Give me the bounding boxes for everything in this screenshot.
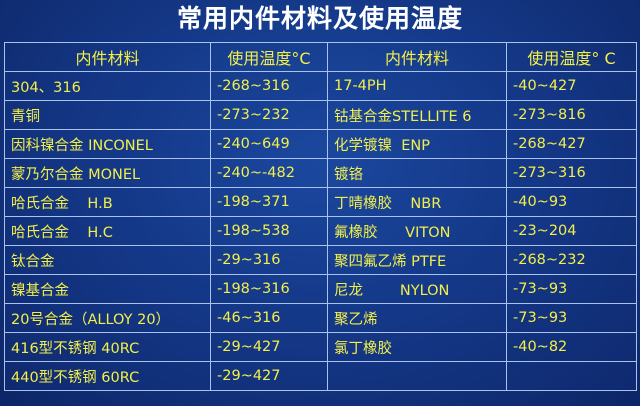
- cell-material-left: 哈氏合金 H.C: [4, 216, 211, 246]
- cell-temperature-left: -268~316: [210, 71, 328, 101]
- table-row: 416型不锈钢 40RC -29~427 氯丁橡胶 -40~82: [4, 332, 637, 362]
- cell-temperature-left: -29~427: [210, 361, 328, 391]
- cell-material-left: 20号合金（ALLOY 20）: [4, 303, 211, 333]
- cell-material-left: 因科镍合金 INCONEL: [4, 129, 211, 159]
- header-temperature-right: 使用温度° C: [506, 42, 637, 72]
- cell-temperature-right: -40~427: [506, 71, 637, 101]
- cell-material-right: 氯丁橡胶: [327, 332, 507, 362]
- cell-material-right: 聚乙烯: [327, 303, 507, 333]
- table-row: 因科镍合金 INCONEL -240~649 化学镀镍 ENP -268~427: [4, 129, 637, 159]
- cell-temperature-right: -273~316: [506, 158, 637, 188]
- cell-temperature-right: -73~93: [506, 274, 637, 304]
- cell-temperature-left: -240~-482: [210, 158, 328, 188]
- page-title: 常用内件材料及使用温度: [176, 4, 463, 33]
- table-row: 440型不锈钢 60RC -29~427: [4, 361, 637, 391]
- cell-material-right: [327, 361, 507, 391]
- materials-temperature-table: 内件材料 使用温度°C 内件材料 使用温度° C 304、316 -268~316…: [4, 42, 637, 391]
- cell-material-left: 镍基合金: [4, 274, 211, 304]
- cell-temperature-right: -40~82: [506, 332, 637, 362]
- cell-temperature-right: -73~93: [506, 303, 637, 333]
- cell-material-right: 钴基合金STELLITE 6: [327, 100, 507, 130]
- cell-temperature-left: -198~316: [210, 274, 328, 304]
- cell-temperature-left: -273~232: [210, 100, 328, 130]
- cell-material-left: 416型不锈钢 40RC: [4, 332, 211, 362]
- cell-temperature-left: -46~316: [210, 303, 328, 333]
- cell-temperature-right: -268~232: [506, 245, 637, 275]
- table-row: 蒙乃尔合金 MONEL -240~-482 镀铬 -273~316: [4, 158, 637, 188]
- header-material-right: 内件材料: [327, 42, 507, 72]
- cell-material-left: 蒙乃尔合金 MONEL: [4, 158, 211, 188]
- cell-material-left: 304、316: [4, 71, 211, 101]
- cell-temperature-left: -29~316: [210, 245, 328, 275]
- cell-material-right: 镀铬: [327, 158, 507, 188]
- cell-temperature-left: -29~427: [210, 332, 328, 362]
- cell-material-right: 丁晴橡胶 NBR: [327, 187, 507, 217]
- cell-material-left: 钛合金: [4, 245, 211, 275]
- table-row: 20号合金（ALLOY 20） -46~316 聚乙烯 -73~93: [4, 303, 637, 333]
- cell-temperature-left: -240~649: [210, 129, 328, 159]
- table-row: 青铜 -273~232 钴基合金STELLITE 6 -273~816: [4, 100, 637, 130]
- table-row: 哈氏合金 H.B -198~371 丁晴橡胶 NBR -40~93: [4, 187, 637, 217]
- cell-material-right: 化学镀镍 ENP: [327, 129, 507, 159]
- table-row: 镍基合金 -198~316 尼龙 NYLON -73~93: [4, 274, 637, 304]
- cell-material-left: 哈氏合金 H.B: [4, 187, 211, 217]
- cell-temperature-right: -273~816: [506, 100, 637, 130]
- cell-temperature-left: -198~538: [210, 216, 328, 246]
- cell-material-left: 440型不锈钢 60RC: [4, 361, 211, 391]
- cell-temperature-left: -198~371: [210, 187, 328, 217]
- table-row: 钛合金 -29~316 聚四氟乙烯 PTFE -268~232: [4, 245, 637, 275]
- cell-material-right: 聚四氟乙烯 PTFE: [327, 245, 507, 275]
- header-temperature-left: 使用温度°C: [210, 42, 328, 72]
- cell-material-right: 氟橡胶 VITON: [327, 216, 507, 246]
- cell-material-right: 17-4PH: [327, 71, 507, 101]
- cell-temperature-right: -23~204: [506, 216, 637, 246]
- cell-material-left: 青铜: [4, 100, 211, 130]
- cell-material-right: 尼龙 NYLON: [327, 274, 507, 304]
- cell-temperature-right: [506, 361, 637, 391]
- table-row: 哈氏合金 H.C -198~538 氟橡胶 VITON -23~204: [4, 216, 637, 246]
- table-row: 304、316 -268~316 17-4PH -40~427: [4, 71, 637, 101]
- header-material-left: 内件材料: [4, 42, 211, 72]
- header-row: 内件材料 使用温度°C 内件材料 使用温度° C: [4, 42, 637, 72]
- cell-temperature-right: -40~93: [506, 187, 637, 217]
- cell-temperature-right: -268~427: [506, 129, 637, 159]
